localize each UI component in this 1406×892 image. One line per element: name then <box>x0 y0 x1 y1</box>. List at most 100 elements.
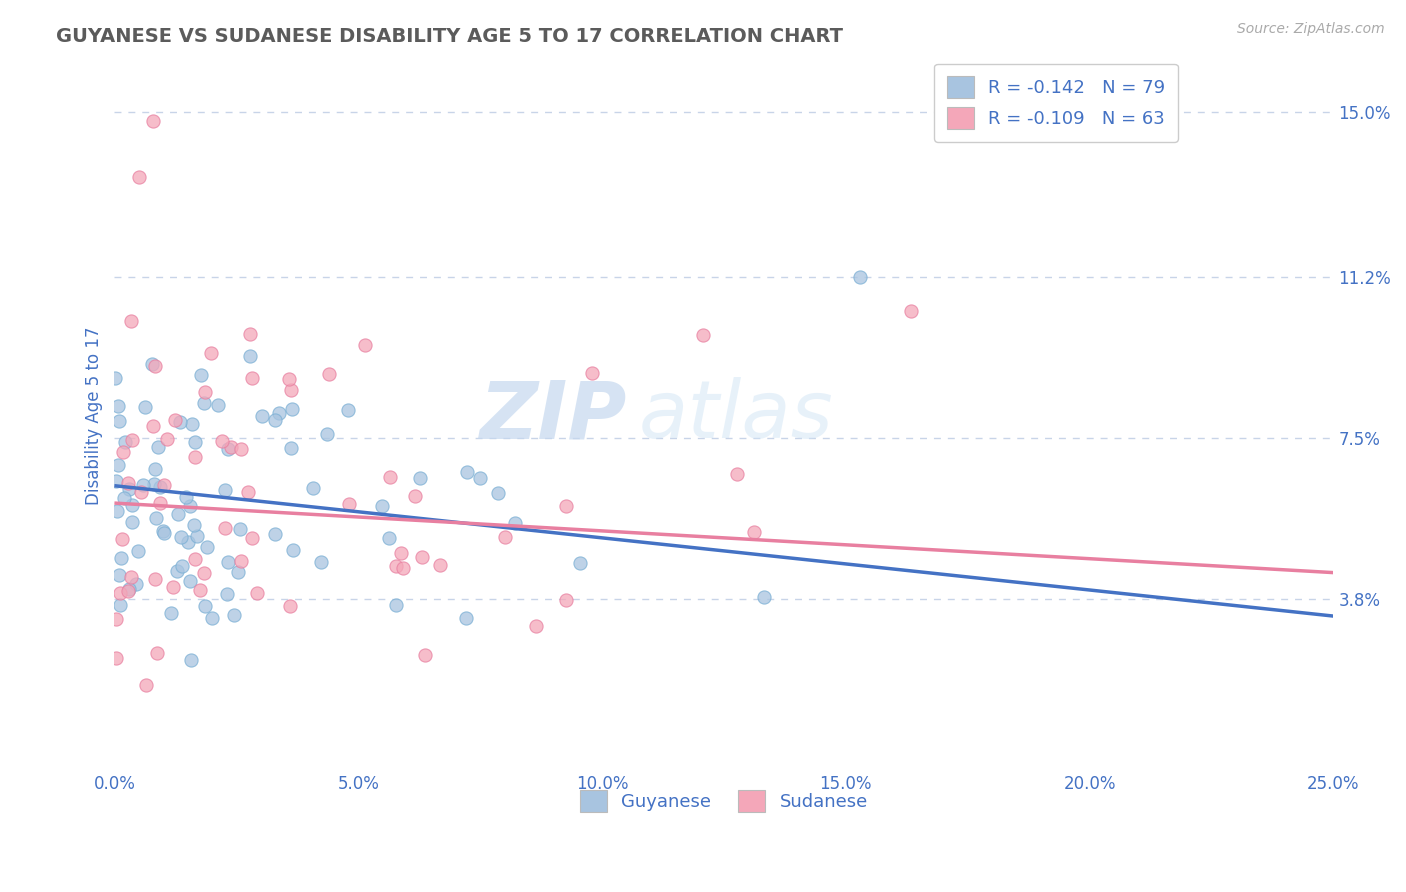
Point <box>179 499 201 513</box>
Point <box>111 532 134 546</box>
Point <box>169 530 191 544</box>
Point <box>309 556 332 570</box>
Point <box>900 304 922 318</box>
Point <box>111 445 134 459</box>
Point <box>145 511 167 525</box>
Point <box>174 490 197 504</box>
Point <box>228 522 250 536</box>
Point <box>143 461 166 475</box>
Point <box>118 483 141 497</box>
Point <box>135 677 157 691</box>
Point <box>201 611 224 625</box>
Point <box>849 270 872 285</box>
Point <box>240 531 263 545</box>
Point <box>105 504 128 518</box>
Point <box>186 529 208 543</box>
Point <box>277 372 299 386</box>
Y-axis label: Disability Age 5 to 17: Disability Age 5 to 17 <box>86 327 103 506</box>
Point <box>742 525 765 540</box>
Point <box>194 599 217 613</box>
Point <box>318 368 340 382</box>
Point <box>184 435 207 450</box>
Point <box>354 338 377 352</box>
Point <box>280 383 302 397</box>
Point <box>118 582 141 596</box>
Point <box>239 349 262 363</box>
Point <box>554 499 576 513</box>
Point <box>240 371 263 385</box>
Point <box>167 508 190 522</box>
Point <box>188 582 211 597</box>
Point <box>211 434 233 448</box>
Point <box>315 427 337 442</box>
Point <box>107 458 129 473</box>
Point <box>104 371 127 385</box>
Point <box>143 572 166 586</box>
Point <box>112 491 135 505</box>
Point <box>226 565 249 579</box>
Point <box>117 476 139 491</box>
Point <box>121 433 143 447</box>
Point <box>371 499 394 513</box>
Point <box>217 555 239 569</box>
Point <box>486 485 509 500</box>
Point <box>264 526 287 541</box>
Point <box>128 170 150 185</box>
Point <box>239 326 262 341</box>
Point <box>162 580 184 594</box>
Point <box>214 521 236 535</box>
Text: atlas: atlas <box>638 377 834 455</box>
Point <box>125 577 148 591</box>
Point <box>392 561 415 575</box>
Point <box>169 415 191 429</box>
Point <box>569 556 592 570</box>
Point <box>267 406 290 420</box>
Point <box>153 525 176 540</box>
Point <box>337 497 360 511</box>
Point <box>494 530 516 544</box>
Point <box>166 564 188 578</box>
Point <box>194 384 217 399</box>
Text: Source: ZipAtlas.com: Source: ZipAtlas.com <box>1237 22 1385 37</box>
Legend: Guyanese, Sudanese: Guyanese, Sudanese <box>567 777 880 824</box>
Point <box>146 646 169 660</box>
Point <box>336 402 359 417</box>
Point <box>217 442 239 457</box>
Point <box>156 432 179 446</box>
Point <box>752 590 775 604</box>
Point <box>105 474 128 488</box>
Point <box>222 607 245 622</box>
Point <box>378 531 401 545</box>
Point <box>160 606 183 620</box>
Point <box>456 465 478 479</box>
Point <box>107 568 129 582</box>
Point <box>120 314 142 328</box>
Point <box>217 586 239 600</box>
Point <box>107 400 129 414</box>
Point <box>278 599 301 614</box>
Point <box>180 653 202 667</box>
Point <box>207 398 229 412</box>
Point <box>200 346 222 360</box>
Point <box>149 496 172 510</box>
Point <box>280 441 302 455</box>
Point <box>184 450 207 464</box>
Point <box>404 489 426 503</box>
Point <box>108 586 131 600</box>
Point <box>264 413 287 427</box>
Point <box>110 551 132 566</box>
Point <box>170 558 193 573</box>
Point <box>143 477 166 491</box>
Point <box>236 485 259 500</box>
Point <box>179 574 201 588</box>
Point <box>134 400 156 414</box>
Point <box>281 402 304 417</box>
Point <box>524 618 547 632</box>
Point <box>104 650 127 665</box>
Point <box>429 558 451 573</box>
Point <box>470 471 492 485</box>
Point <box>121 515 143 529</box>
Point <box>152 524 174 538</box>
Point <box>413 648 436 663</box>
Point <box>193 396 215 410</box>
